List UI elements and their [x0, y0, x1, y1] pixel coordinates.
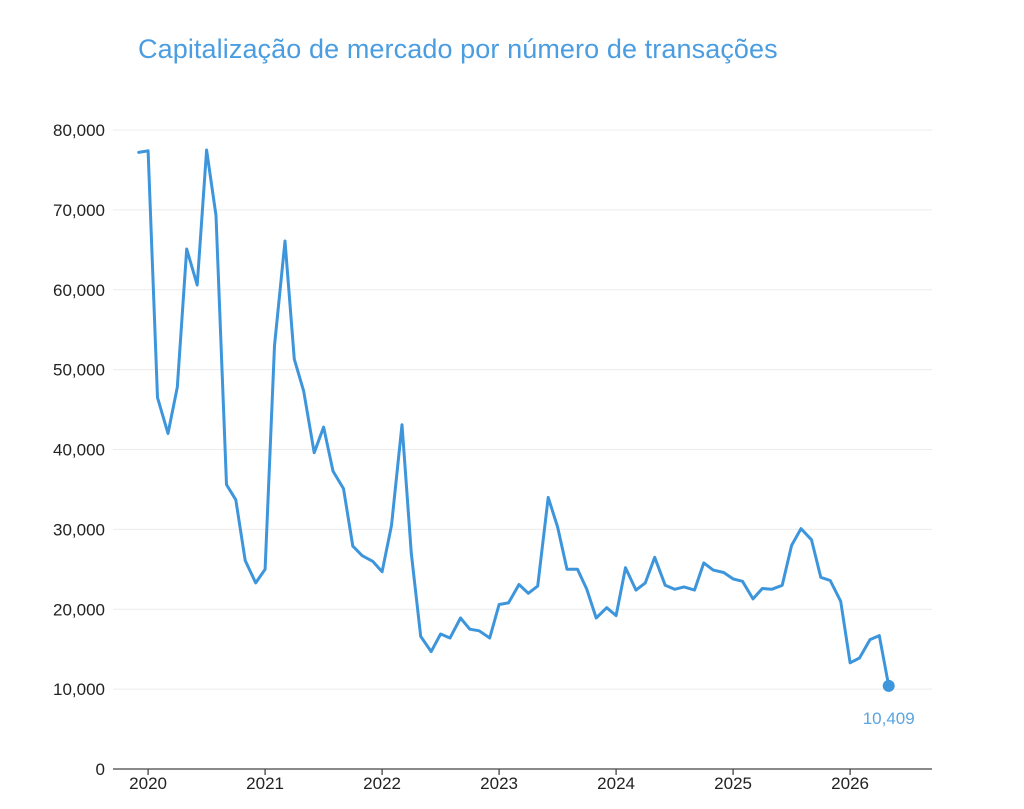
grid-lines [113, 129, 932, 690]
x-tick-label: 2023 [480, 774, 518, 793]
chart-title: Capitalização de mercado por número de t… [138, 34, 778, 64]
end-point-label: 10,409 [863, 709, 915, 728]
x-axis [113, 768, 932, 775]
x-tick-label: 2024 [597, 774, 635, 793]
y-axis-tick-labels: 0 10,000 20,000 30,000 40,000 50,000 60,000 70,… [53, 121, 105, 779]
end-point-marker [882, 679, 895, 692]
y-tick-label: 20,000 [53, 600, 105, 619]
data-series [137, 148, 895, 692]
y-tick-label: 30,000 [53, 520, 105, 539]
x-axis-tick-labels: 2020 2021 2022 2023 2024 2025 2026 [129, 774, 869, 793]
y-tick-label: 70,000 [53, 201, 105, 220]
y-tick-label: 10,000 [53, 680, 105, 699]
x-tick-label: 2020 [129, 774, 167, 793]
series-line [137, 148, 891, 688]
x-tick-label: 2025 [714, 774, 752, 793]
y-tick-label: 50,000 [53, 361, 105, 380]
data-labels: 10,409 [863, 709, 915, 728]
y-tick-label: 80,000 [53, 121, 105, 140]
y-tick-label: 0 [96, 760, 105, 779]
x-tick-label: 2021 [246, 774, 284, 793]
y-tick-label: 60,000 [53, 281, 105, 300]
y-tick-label: 40,000 [53, 441, 105, 460]
x-tick-label: 2026 [831, 774, 869, 793]
x-tick-label: 2022 [363, 774, 401, 793]
